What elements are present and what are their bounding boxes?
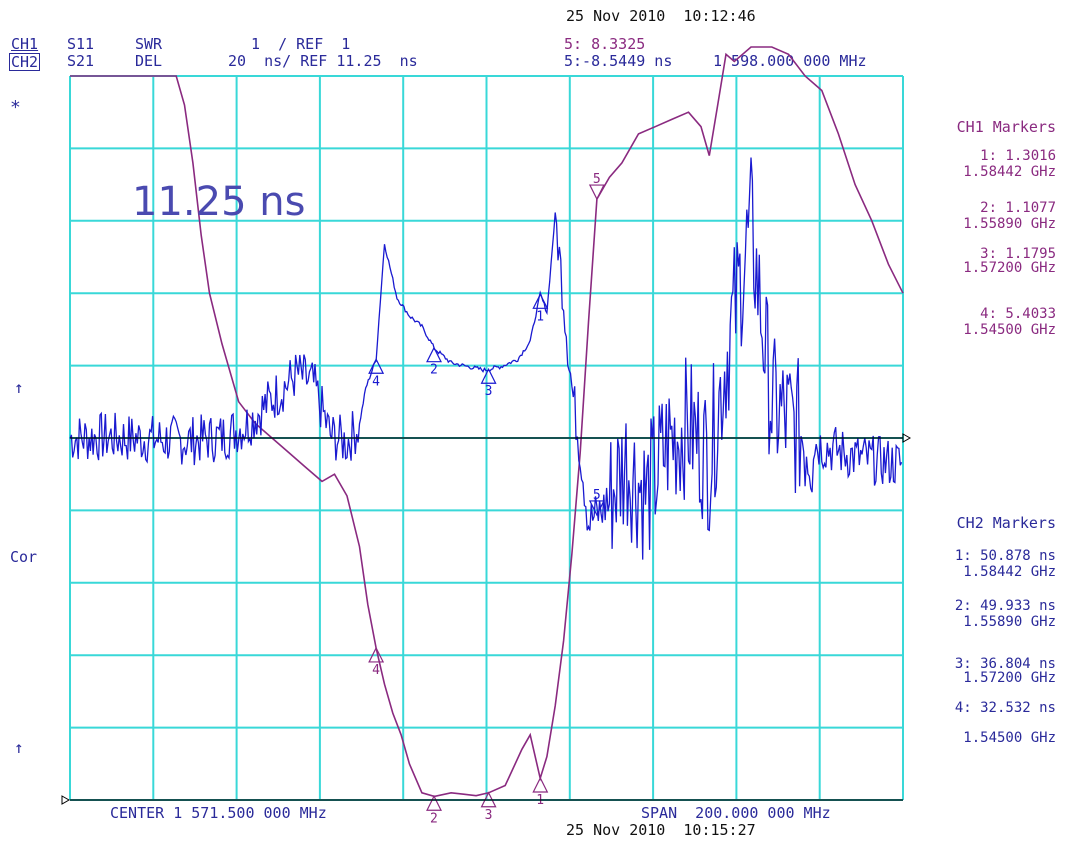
- ch2-marker-4-value: 4: 32.532 ns: [954, 700, 1056, 716]
- correction-indicator: Cor: [10, 548, 38, 566]
- bottom-timestamp: 25 Nov 2010 10:15:27: [566, 821, 756, 839]
- ch1-swr-trace: [70, 46, 904, 798]
- ch1-marker-2-freq: 1.55890 GHz: [963, 216, 1056, 232]
- ch2-markers-title: CH2 Markers: [956, 514, 1056, 532]
- marker5-ch2-readout: 5:-8.5449 ns: [564, 52, 673, 70]
- ref-arrow-ch2-icon: ↑: [14, 738, 24, 757]
- ch1-marker-3-value: 3: 1.1795: [980, 246, 1056, 262]
- ch2-ref-pointer-icon: [902, 433, 912, 443]
- ch1-scale: 1 / REF 1: [251, 35, 351, 53]
- ch2-marker-3: [480, 367, 497, 384]
- ch2-marker-1-label: 1: [536, 309, 544, 324]
- ch1-marker-3-freq: 1.57200 GHz: [963, 260, 1056, 276]
- ch2-marker-4-freq: 1.54500 GHz: [963, 730, 1056, 746]
- ch2-marker-4: [368, 357, 385, 374]
- ch2-marker-5-label: 5: [593, 488, 601, 503]
- star-annotation: *: [10, 97, 21, 118]
- ch1-param: S11: [67, 35, 95, 53]
- ch2-marker-1: [532, 292, 549, 309]
- ch2-marker-1-value: 1: 50.878 ns: [954, 548, 1056, 564]
- ch1-marker-2: [426, 794, 442, 811]
- ch1-marker-4-label: 4: [372, 663, 380, 678]
- reference-value-overlay: 11.25 ns: [132, 179, 306, 225]
- ch1-marker-4: [368, 646, 385, 663]
- ch2-label[interactable]: CH2: [9, 53, 41, 71]
- ch2-param: S21: [67, 52, 95, 70]
- ch2-marker-3-freq: 1.57200 GHz: [963, 670, 1056, 686]
- ch1-marker-1: [532, 776, 549, 793]
- ch2-marker-2-label: 2: [430, 363, 438, 378]
- reference-lines: [61, 433, 912, 805]
- ch1-marker-1-freq: 1.58442 GHz: [963, 164, 1056, 180]
- ch1-marker-1-value: 1: 1.3016: [980, 148, 1056, 164]
- ch1-ref-pointer-icon: [61, 795, 71, 805]
- ch1-marker-2-label: 2: [430, 811, 438, 826]
- traces: [69, 46, 904, 798]
- marker5-ch1-readout: 5: 8.3325: [564, 35, 646, 53]
- span-frequency: SPAN 200.000 000 MHz: [641, 804, 831, 822]
- ch1-marker-5: [588, 184, 605, 201]
- ch2-marker-3-value: 3: 36.804 ns: [954, 656, 1056, 672]
- ch2-marker-2-freq: 1.55890 GHz: [963, 614, 1056, 630]
- ch1-marker-4-value: 4: 5.4033: [980, 306, 1056, 322]
- ch1-marker-4-freq: 1.54500 GHz: [963, 322, 1056, 338]
- ch2-marker-4-label: 4: [372, 374, 380, 389]
- top-timestamp: 25 Nov 2010 10:12:46: [566, 7, 756, 25]
- ch2-marker-1-freq: 1.58442 GHz: [963, 564, 1056, 580]
- ch1-markers-title: CH1 Markers: [956, 118, 1056, 136]
- ch1-format: SWR: [135, 35, 163, 53]
- ch1-marker-3-label: 3: [485, 808, 493, 823]
- ch1-marker-5-label: 5: [593, 172, 601, 187]
- ch1-marker-2-value: 2: 1.1077: [980, 200, 1056, 216]
- ch1-label[interactable]: CH1: [11, 35, 39, 53]
- ch2-marker-5: [588, 500, 605, 517]
- ch2-marker-2-value: 2: 49.933 ns: [954, 598, 1056, 614]
- ch2-delay-trace: [69, 157, 903, 560]
- marker5-frequency: 1 598.000 000 MHz: [713, 52, 867, 70]
- ref-arrow-ch1-icon: ↑: [14, 378, 24, 397]
- ch2-format: DEL: [135, 52, 163, 70]
- ch2-scale: 20 ns/ REF 11.25 ns: [228, 52, 418, 70]
- ch2-marker-3-label: 3: [485, 384, 493, 399]
- center-frequency: CENTER 1 571.500 000 MHz: [110, 804, 327, 822]
- ch2-marker-2: [426, 346, 442, 363]
